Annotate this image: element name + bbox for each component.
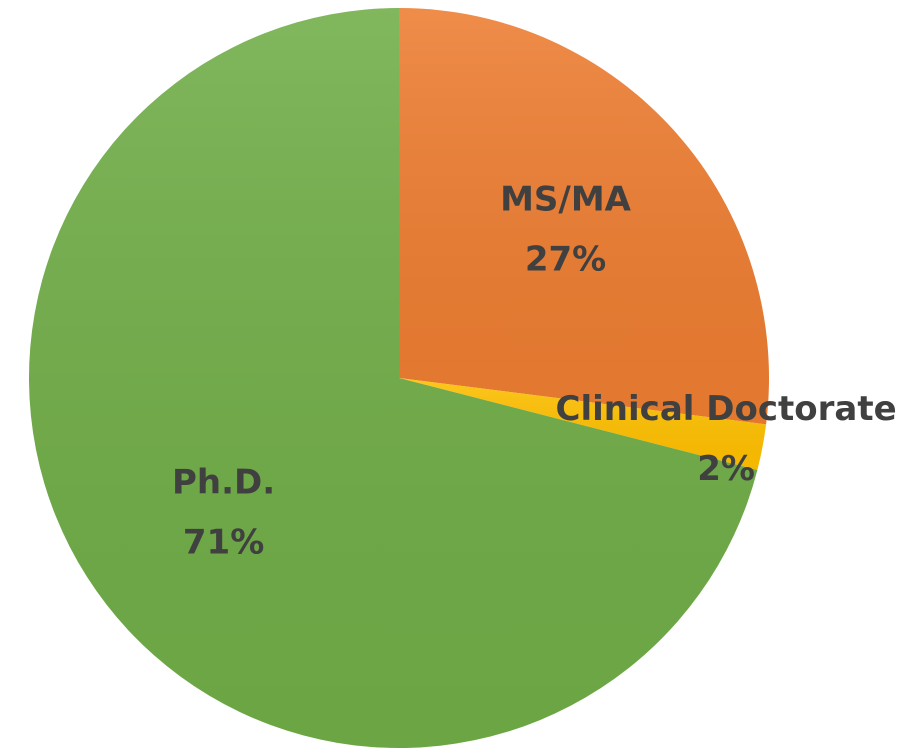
slice-label: Clinical Doctorate [556,389,897,429]
slice-value: 71% [183,523,264,563]
slice-label: MS/MA [500,180,632,220]
slice-shade [399,378,767,471]
slice-shade [29,8,758,748]
slice-value: 2% [697,449,755,489]
slice-shade [399,8,770,425]
slice-value: 27% [525,240,606,280]
slice-label: Ph.D. [172,463,275,503]
